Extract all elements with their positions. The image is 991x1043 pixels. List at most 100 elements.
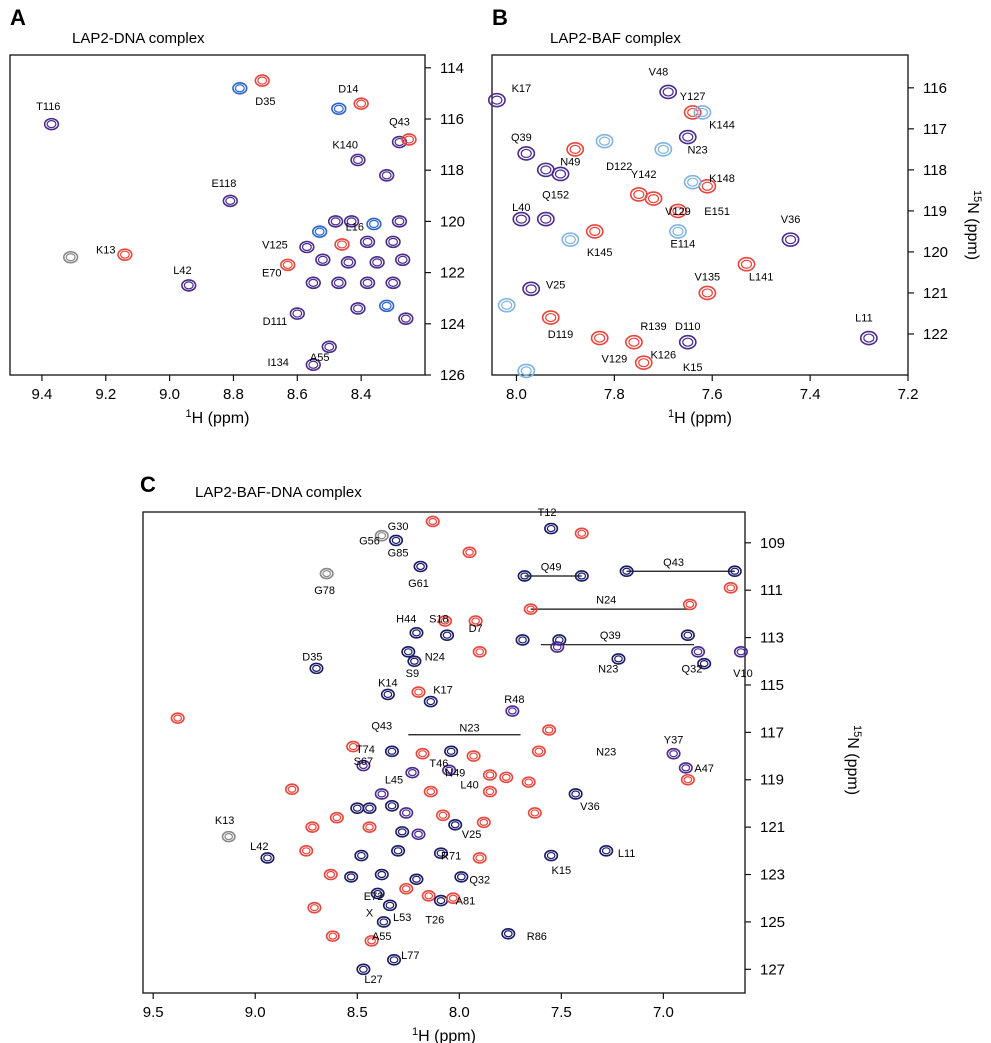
peak	[289, 307, 305, 320]
peak-label: A47	[694, 763, 714, 775]
y-tick-label: 120	[440, 213, 465, 230]
y-tick-label: 114	[440, 60, 464, 77]
peak	[693, 105, 712, 120]
peak-label: G61	[408, 578, 429, 590]
peak	[395, 826, 410, 838]
x-tick-label: 7.5	[551, 1004, 572, 1021]
peak	[497, 297, 516, 313]
peak	[299, 240, 315, 254]
peak	[859, 330, 878, 346]
peak	[781, 232, 800, 247]
peak-label: D111	[263, 316, 288, 328]
peak	[359, 235, 376, 249]
peak-label: L42	[173, 265, 191, 277]
peak-label: L77	[401, 950, 419, 962]
peak	[353, 97, 369, 110]
peak	[521, 776, 536, 788]
peak-label: Y127	[680, 91, 706, 103]
peak	[421, 890, 436, 902]
y-tick-label: 118	[440, 162, 464, 179]
peak	[415, 747, 430, 760]
y-tick-label: 113	[760, 630, 784, 647]
peak	[405, 766, 420, 779]
x-tick-label: 9.0	[159, 386, 180, 403]
peak	[536, 162, 555, 178]
peak-label: T46	[429, 758, 448, 770]
peak-label: V129	[602, 354, 628, 366]
peak-label: V48	[649, 66, 669, 78]
peak	[680, 629, 695, 642]
peak	[43, 117, 60, 131]
peak	[512, 211, 531, 227]
peak	[425, 515, 440, 528]
spectrum-panel-c: 9.5 9.0 8.5 8.0 7.5 7.0 109 111 113 115 117 119 121 1…	[142, 507, 863, 1043]
peak	[391, 845, 406, 857]
panel-letter-c: C	[140, 472, 156, 497]
plot-frame	[142, 511, 746, 994]
peak-label: K13	[96, 245, 116, 257]
peak	[222, 194, 238, 208]
peak-label: T26	[425, 915, 444, 927]
peak	[669, 203, 687, 219]
peak-label: E114	[670, 239, 695, 251]
peak	[117, 248, 133, 261]
peak	[574, 570, 589, 582]
peak	[305, 276, 321, 290]
peak	[435, 809, 451, 822]
peak	[221, 830, 236, 843]
peak	[379, 169, 395, 182]
peak	[325, 930, 340, 942]
peak-label: V129	[665, 206, 691, 218]
peak	[354, 849, 369, 862]
peak	[321, 340, 337, 354]
peak	[568, 788, 583, 800]
peak-label: D7	[469, 623, 483, 635]
y-tick-label: 115	[760, 677, 784, 694]
peak-label: Q49	[541, 561, 562, 573]
peak	[423, 695, 438, 708]
peak-label: N23	[596, 746, 616, 758]
peak	[382, 899, 397, 912]
peak	[284, 783, 300, 796]
peak	[411, 828, 426, 841]
peak	[280, 258, 296, 272]
peak-label: K17	[512, 83, 532, 95]
x-tick-label: 7.0	[653, 1004, 674, 1021]
peak	[737, 256, 756, 272]
peak	[394, 253, 411, 267]
peak	[541, 310, 560, 325]
x-tick-label: 7.2	[898, 386, 919, 403]
peak	[364, 935, 379, 947]
peak	[366, 217, 382, 231]
peak	[551, 166, 570, 182]
peak	[260, 852, 275, 864]
peak	[590, 330, 609, 346]
peak	[444, 745, 459, 758]
panel-letter-b: B	[492, 5, 508, 30]
peak	[343, 215, 360, 228]
peak-label: V10	[733, 668, 753, 680]
peak	[678, 129, 697, 145]
peak	[505, 705, 520, 717]
peak-label: G85	[388, 547, 409, 559]
y-axis-label: 15N (ppm)	[964, 190, 983, 260]
y-tick-label: 121	[923, 285, 948, 302]
peak	[254, 74, 270, 87]
peak	[319, 567, 334, 580]
peak	[385, 235, 401, 249]
peak	[350, 153, 366, 167]
peak	[680, 773, 695, 786]
panel-title-a: LAP2-DNA complex	[72, 30, 205, 47]
peak-label: R48	[504, 694, 524, 706]
y-tick-label: 118	[923, 162, 947, 179]
peak	[501, 927, 516, 940]
peak-label: Q39	[511, 132, 532, 144]
peak	[482, 769, 497, 781]
peak	[374, 529, 389, 542]
peak-label: X	[366, 907, 374, 919]
peak	[515, 634, 530, 646]
peak	[585, 224, 604, 239]
peak	[595, 133, 614, 149]
peak	[678, 762, 693, 774]
